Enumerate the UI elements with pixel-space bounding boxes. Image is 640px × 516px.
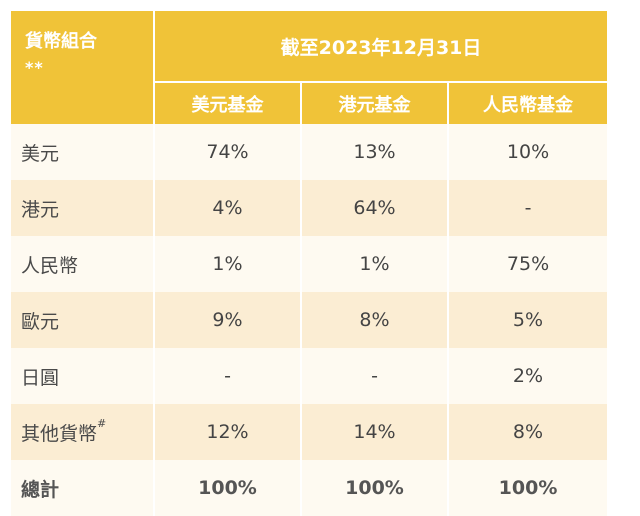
cell-value: 2%: [448, 348, 608, 404]
cell-value: -: [154, 348, 302, 404]
row-label: 人民幣: [11, 236, 155, 292]
row-label: 日圓: [11, 348, 155, 404]
corner-header: 貨幣組合 **: [11, 11, 155, 124]
table-row: 人民幣 1% 1% 75%: [11, 236, 608, 292]
cell-value: 75%: [448, 236, 608, 292]
total-value: 100%: [448, 460, 608, 516]
cell-value: 10%: [448, 124, 608, 180]
total-value: 100%: [154, 460, 302, 516]
total-value: 100%: [301, 460, 449, 516]
table-row: 港元 4% 64% -: [11, 180, 608, 236]
corner-stars: **: [25, 58, 44, 77]
cell-value: 4%: [154, 180, 302, 236]
currency-allocation-table: 貨幣組合 ** 截至2023年12月31日 美元基金 港元基金 人民幣基金 美元…: [11, 11, 608, 516]
row-label-other: 其他貨幣#: [11, 404, 155, 460]
cell-value: 5%: [448, 292, 608, 348]
cell-value: 1%: [154, 236, 302, 292]
total-label: 總計: [11, 460, 155, 516]
cell-value: -: [448, 180, 608, 236]
table-row: 其他貨幣# 12% 14% 8%: [11, 404, 608, 460]
row-label-text: 其他貨幣: [21, 422, 98, 445]
cell-value: 8%: [301, 292, 449, 348]
cell-value: 74%: [154, 124, 302, 180]
row-label: 港元: [11, 180, 155, 236]
cell-value: 14%: [301, 404, 449, 460]
cell-value: 12%: [154, 404, 302, 460]
cell-value: 9%: [154, 292, 302, 348]
row-label: 美元: [11, 124, 155, 180]
fund-header-rmb: 人民幣基金: [448, 82, 608, 124]
fund-header-hkd: 港元基金: [301, 82, 449, 124]
cell-value: 8%: [448, 404, 608, 460]
table-row: 美元 74% 13% 10%: [11, 124, 608, 180]
corner-label: 貨幣組合: [25, 31, 97, 52]
cell-value: 13%: [301, 124, 449, 180]
table-row: 日圓 - - 2%: [11, 348, 608, 404]
footnote-marker: #: [97, 416, 107, 430]
cell-value: 64%: [301, 180, 449, 236]
date-header: 截至2023年12月31日: [154, 11, 608, 84]
currency-allocation-table-wrapper: 貨幣組合 ** 截至2023年12月31日 美元基金 港元基金 人民幣基金 美元…: [11, 11, 608, 516]
fund-header-usd: 美元基金: [154, 82, 302, 124]
cell-value: 1%: [301, 236, 449, 292]
total-row: 總計 100% 100% 100%: [11, 460, 608, 516]
cell-value: -: [301, 348, 449, 404]
table-row: 歐元 9% 8% 5%: [11, 292, 608, 348]
row-label: 歐元: [11, 292, 155, 348]
